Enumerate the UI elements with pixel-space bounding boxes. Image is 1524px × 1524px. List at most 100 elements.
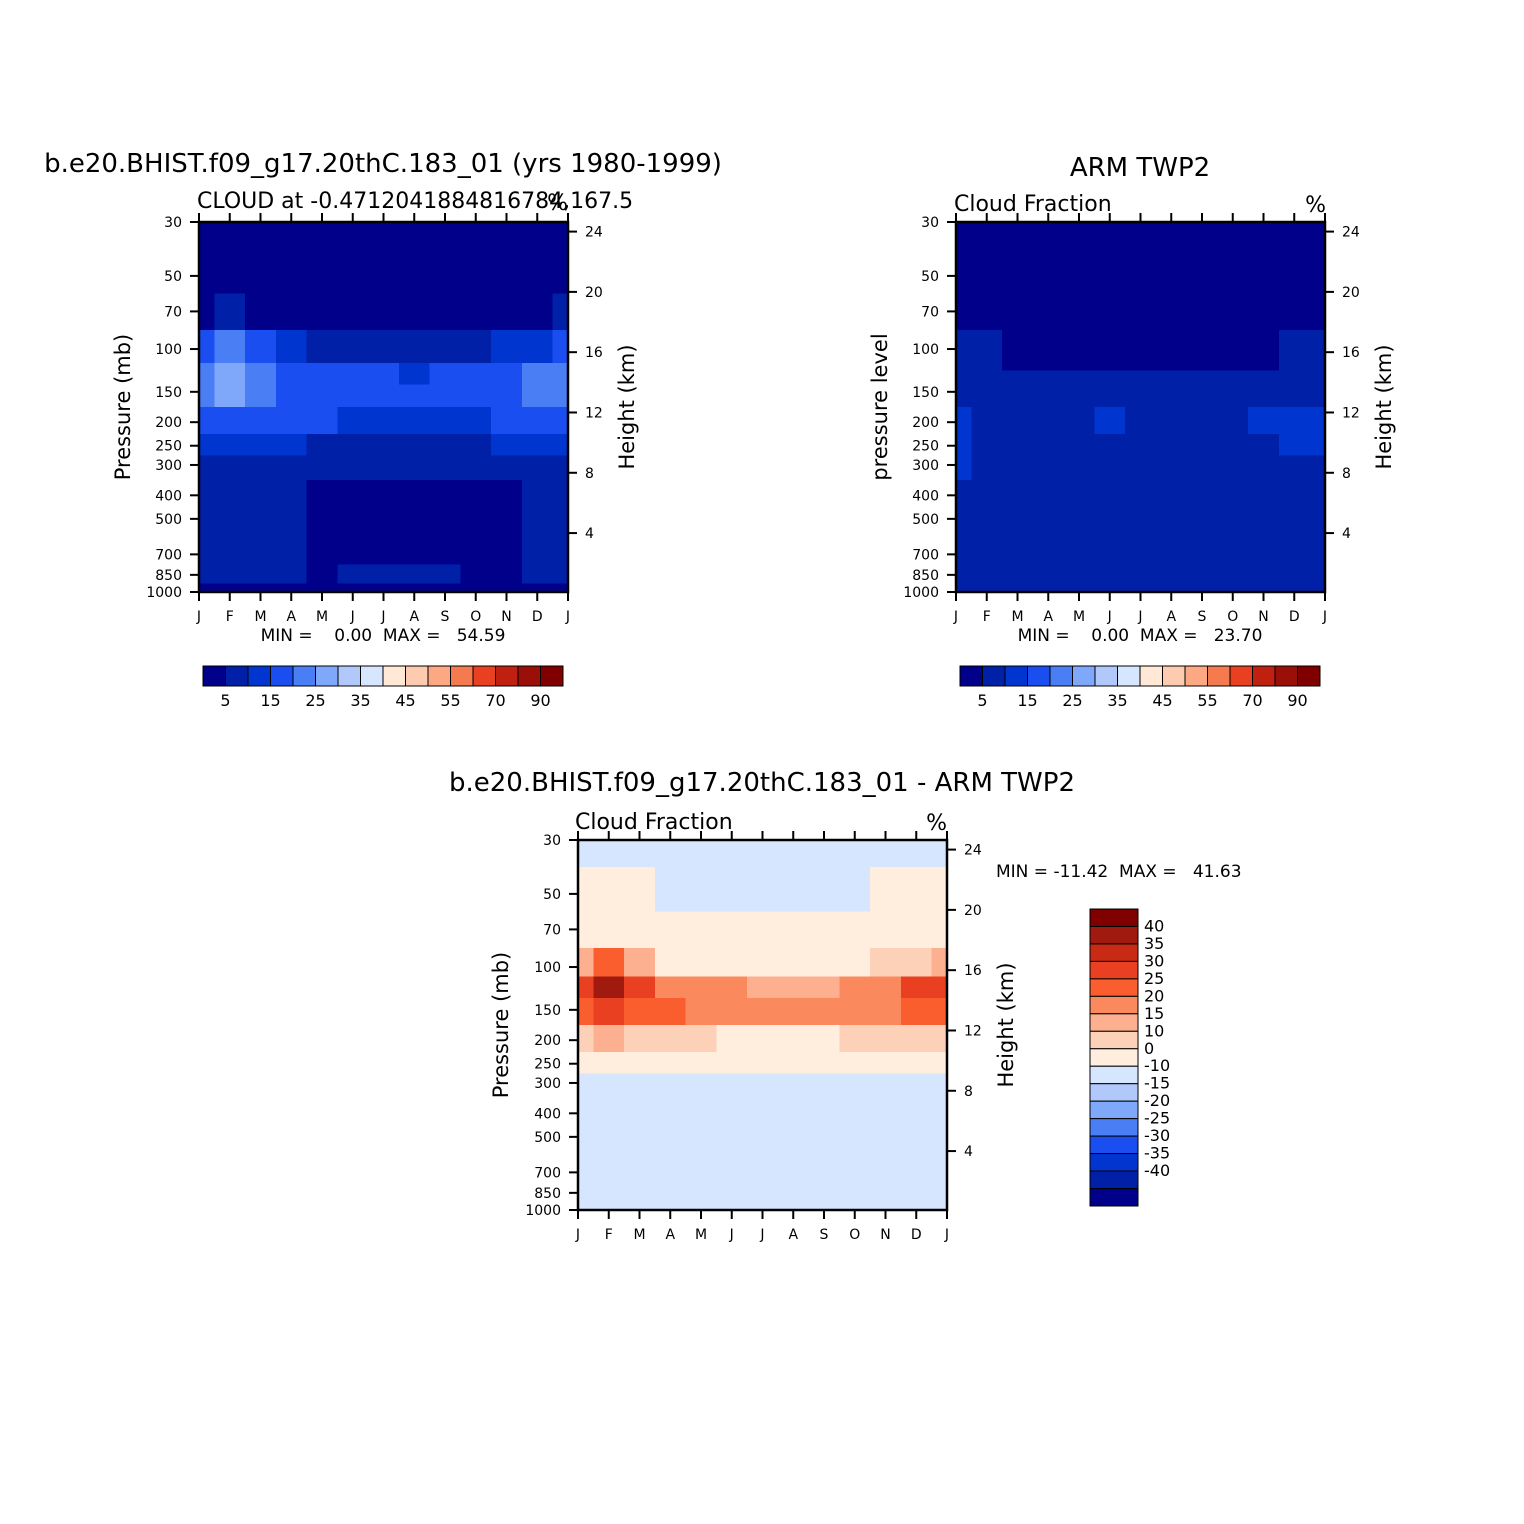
colorbar-label: -20 xyxy=(1144,1091,1170,1110)
y-tick-label-right: 4 xyxy=(964,1144,973,1160)
heatmap-cell xyxy=(245,222,277,250)
heatmap-cell xyxy=(578,1125,594,1156)
colorbar-label: 25 xyxy=(1062,691,1082,710)
y-tick-label-right: 12 xyxy=(585,405,603,421)
heatmap-cell xyxy=(839,1051,871,1074)
heatmap-cell xyxy=(1186,370,1218,408)
heatmap-cell xyxy=(931,1051,948,1074)
heatmap-cell xyxy=(275,384,308,408)
heatmap-cell xyxy=(1125,455,1157,481)
heatmap-cell xyxy=(777,1201,810,1211)
heatmap-cell xyxy=(1278,293,1311,331)
heatmap-cell xyxy=(900,1051,933,1074)
y-tick-label: 150 xyxy=(912,385,939,401)
heatmap-cell xyxy=(491,433,523,456)
heatmap-cell xyxy=(1186,455,1218,481)
heatmap-cell xyxy=(199,480,215,508)
x-tick-label: S xyxy=(1198,609,1207,625)
y-axis-label: pressure level xyxy=(868,333,892,480)
heatmap-cell xyxy=(931,840,948,868)
heatmap-cell xyxy=(398,407,431,435)
heatmap-cell xyxy=(870,840,902,868)
heatmap-cell xyxy=(245,407,277,435)
heatmap-cell xyxy=(777,1025,810,1053)
y-tick-label-right: 8 xyxy=(1342,466,1351,482)
heatmap-cell xyxy=(1155,564,1188,585)
heatmap-cell xyxy=(716,1073,748,1099)
heatmap-cell xyxy=(1309,330,1326,372)
heatmap-cell xyxy=(593,840,625,868)
heatmap-cell xyxy=(747,840,779,868)
heatmap-cell xyxy=(900,976,933,999)
colorbar-label: 35 xyxy=(1107,691,1127,710)
heatmap-cell xyxy=(1186,433,1218,456)
heatmap-cell xyxy=(578,1073,594,1099)
heatmap-cell xyxy=(1002,407,1034,435)
heatmap-cell xyxy=(552,248,569,295)
heatmap-cell xyxy=(747,911,779,949)
heatmap-cell xyxy=(900,1098,933,1126)
heatmap-cell xyxy=(1002,507,1034,538)
heatmap-cell xyxy=(956,248,972,295)
heatmap-cell xyxy=(1032,507,1065,538)
heatmap-cell xyxy=(870,976,902,999)
heatmap-cell xyxy=(214,330,246,364)
heatmap-cell xyxy=(777,911,810,949)
y-tick-label: 300 xyxy=(534,1076,561,1092)
x-tick-label: F xyxy=(983,609,991,625)
heatmap-cell xyxy=(593,976,625,999)
colorbar-label: 55 xyxy=(1197,691,1217,710)
y-tick-label: 50 xyxy=(543,887,561,903)
heatmap-cell xyxy=(956,330,972,372)
heatmap-cell xyxy=(306,248,338,295)
heatmap-cell xyxy=(777,998,810,1026)
heatmap-cell xyxy=(337,536,369,566)
heatmap-cell xyxy=(593,911,625,949)
heatmap-cell xyxy=(1032,222,1065,250)
heatmap-cell xyxy=(1186,407,1218,435)
x-tick-label: D xyxy=(532,609,543,625)
colorbar: 5 15 25 35 45 55 70 90 xyxy=(959,665,1321,710)
heatmap-cell xyxy=(624,998,656,1026)
heatmap-cell xyxy=(460,222,492,250)
heatmap-cell xyxy=(1278,564,1311,585)
heatmap-cell xyxy=(1155,583,1188,593)
heatmap-cell xyxy=(900,1073,933,1099)
heatmap-cell xyxy=(593,866,625,913)
heatmap-cell xyxy=(956,536,972,566)
heatmap-cell xyxy=(306,384,338,408)
heatmap-cell xyxy=(368,384,400,408)
heatmap-cell xyxy=(460,564,492,585)
heatmap-cell xyxy=(1186,480,1218,508)
heatmap-cell xyxy=(870,1125,902,1156)
heatmap-cell xyxy=(654,1098,687,1126)
heatmap-cell xyxy=(1155,293,1188,331)
panel-subtitle: Cloud Fraction xyxy=(575,810,733,835)
x-tick-label: S xyxy=(441,609,450,625)
colorbar-swatch xyxy=(1184,665,1208,687)
heatmap-cell xyxy=(1217,455,1249,481)
heatmap-cell xyxy=(1278,536,1311,566)
heatmap-cell xyxy=(460,362,492,385)
heatmap-cell xyxy=(870,948,902,978)
heatmap-cell xyxy=(900,1182,933,1203)
colorbar-label: -15 xyxy=(1144,1074,1170,1093)
y-tick-label: 850 xyxy=(534,1186,561,1202)
colorbar-label: 20 xyxy=(1144,986,1164,1005)
heatmap-cell xyxy=(429,583,461,593)
heatmap-cell xyxy=(398,433,431,456)
heatmap-cell xyxy=(214,248,246,295)
colorbar-label: 5 xyxy=(977,691,987,710)
heatmap-cell xyxy=(337,507,369,538)
heatmap-cell xyxy=(1063,407,1095,435)
y-tick-label-right: 16 xyxy=(964,963,982,979)
heatmap-cell xyxy=(654,1051,687,1074)
y-tick-label: 850 xyxy=(912,568,939,584)
colorbar-swatch xyxy=(202,665,226,687)
heatmap-cell xyxy=(245,507,277,538)
heatmap-cell xyxy=(275,330,308,364)
heatmap-cell xyxy=(716,976,748,999)
heatmap-cell xyxy=(870,1051,902,1074)
heatmap-cell xyxy=(521,222,554,250)
x-tick-label: J xyxy=(953,609,958,625)
